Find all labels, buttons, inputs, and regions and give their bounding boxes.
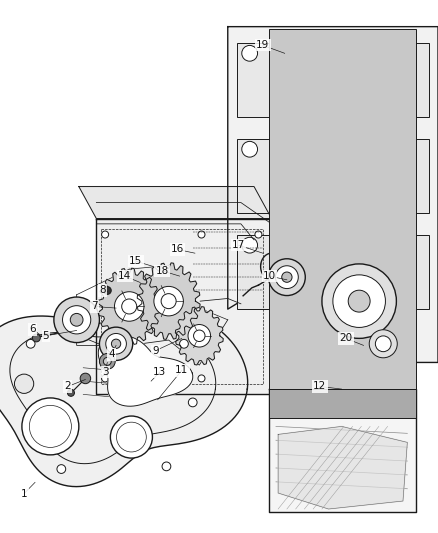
Circle shape xyxy=(67,389,74,397)
Circle shape xyxy=(161,294,176,309)
Circle shape xyxy=(322,264,396,338)
Bar xyxy=(237,139,429,213)
Circle shape xyxy=(333,275,385,327)
Polygon shape xyxy=(79,187,272,219)
Circle shape xyxy=(26,340,35,348)
Text: 12: 12 xyxy=(313,382,326,391)
Text: 7: 7 xyxy=(91,302,98,311)
Text: 15: 15 xyxy=(129,256,142,266)
Circle shape xyxy=(111,339,121,349)
Circle shape xyxy=(242,141,258,157)
Circle shape xyxy=(242,237,258,253)
Circle shape xyxy=(386,237,402,253)
Circle shape xyxy=(348,290,370,312)
Circle shape xyxy=(117,422,146,452)
Circle shape xyxy=(122,299,137,314)
Circle shape xyxy=(110,416,152,458)
Circle shape xyxy=(79,329,88,337)
Circle shape xyxy=(14,374,34,393)
Text: 20: 20 xyxy=(339,334,353,343)
Circle shape xyxy=(102,231,109,238)
Circle shape xyxy=(57,465,66,473)
Circle shape xyxy=(282,272,292,282)
Text: 8: 8 xyxy=(99,286,106,295)
Circle shape xyxy=(198,375,205,382)
Text: 18: 18 xyxy=(155,266,169,276)
Circle shape xyxy=(54,297,99,343)
Bar xyxy=(269,389,416,418)
Text: 14: 14 xyxy=(118,271,131,281)
Circle shape xyxy=(188,398,197,407)
Circle shape xyxy=(375,336,391,352)
Circle shape xyxy=(194,330,205,342)
Circle shape xyxy=(29,406,71,447)
Circle shape xyxy=(369,330,397,358)
Text: 16: 16 xyxy=(171,245,184,254)
Text: 3: 3 xyxy=(102,367,109,377)
Text: 19: 19 xyxy=(256,41,269,50)
Circle shape xyxy=(198,231,205,238)
Polygon shape xyxy=(278,426,407,509)
Circle shape xyxy=(255,231,262,238)
Polygon shape xyxy=(96,219,272,394)
Circle shape xyxy=(268,259,305,296)
Bar xyxy=(237,43,429,117)
Polygon shape xyxy=(228,27,438,362)
Circle shape xyxy=(102,375,109,382)
Bar xyxy=(269,29,416,389)
Circle shape xyxy=(114,292,144,321)
Circle shape xyxy=(80,373,91,384)
Circle shape xyxy=(103,287,111,294)
Text: 4: 4 xyxy=(108,350,115,359)
Circle shape xyxy=(276,266,298,288)
Circle shape xyxy=(162,462,171,471)
Polygon shape xyxy=(137,263,200,340)
Bar xyxy=(237,235,429,309)
Text: 5: 5 xyxy=(42,331,49,341)
Circle shape xyxy=(70,313,83,326)
Circle shape xyxy=(386,141,402,157)
Text: 2: 2 xyxy=(64,382,71,391)
Circle shape xyxy=(103,358,111,365)
Circle shape xyxy=(386,45,402,61)
Text: 10: 10 xyxy=(263,271,276,281)
Polygon shape xyxy=(98,335,193,406)
Text: 9: 9 xyxy=(152,346,159,356)
Circle shape xyxy=(154,286,184,316)
Polygon shape xyxy=(269,389,416,512)
Circle shape xyxy=(22,398,79,455)
Text: 11: 11 xyxy=(175,366,188,375)
Circle shape xyxy=(106,334,127,354)
Circle shape xyxy=(242,45,258,61)
Circle shape xyxy=(99,353,115,369)
Polygon shape xyxy=(175,306,223,365)
Text: 17: 17 xyxy=(232,240,245,250)
Text: 1: 1 xyxy=(21,489,28,498)
Polygon shape xyxy=(98,268,161,345)
Text: 13: 13 xyxy=(153,367,166,377)
Text: 6: 6 xyxy=(29,325,36,334)
Circle shape xyxy=(188,325,211,347)
Polygon shape xyxy=(0,310,247,487)
Circle shape xyxy=(180,340,188,348)
Circle shape xyxy=(99,327,133,360)
Circle shape xyxy=(32,334,40,342)
Circle shape xyxy=(63,306,91,334)
